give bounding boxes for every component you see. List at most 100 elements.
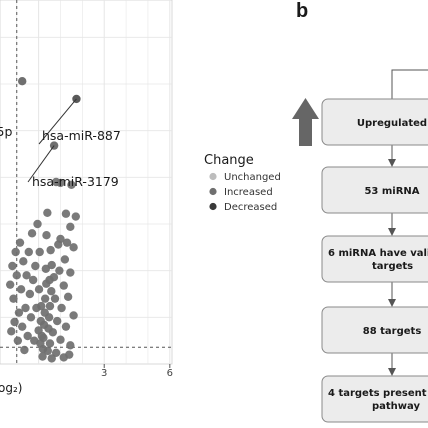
flow-step-label: 6 miRNA have valid	[328, 248, 428, 259]
leader-line	[27, 145, 55, 183]
up-arrow-icon	[292, 98, 319, 146]
plot-background	[0, 0, 173, 365]
data-point	[28, 275, 38, 285]
data-point	[59, 281, 68, 290]
point-labels: -5p hsa-miR-887 hsa-miR-3179	[0, 124, 121, 189]
flow-step-label: 88 targets	[363, 326, 422, 337]
data-point	[47, 354, 56, 363]
data-point	[71, 212, 80, 221]
data-point	[18, 322, 27, 331]
panel-b-label: b	[296, 0, 309, 22]
data-point	[65, 350, 74, 359]
data-point	[42, 279, 51, 288]
data-point	[5, 280, 15, 289]
flow-step-box: Upregulated	[321, 98, 428, 146]
data-point	[55, 266, 64, 275]
leader-line	[38, 98, 77, 145]
labeled-data-point	[18, 77, 27, 86]
legend-label: Increased	[224, 187, 273, 198]
data-points	[5, 77, 81, 363]
data-point	[54, 240, 63, 249]
data-point	[25, 289, 35, 299]
data-point	[69, 243, 78, 252]
flow-step-label: 53 miRNA	[364, 186, 419, 197]
data-point	[45, 301, 55, 311]
legend-label: Decreased	[224, 202, 277, 213]
data-point	[66, 268, 75, 277]
data-point	[53, 316, 62, 326]
data-point	[46, 245, 55, 255]
legend-swatch	[209, 172, 217, 181]
data-point	[34, 326, 43, 335]
legend-title: Change	[204, 153, 254, 168]
data-point	[66, 341, 75, 350]
data-point	[40, 294, 50, 303]
data-point	[61, 209, 71, 218]
flow-step-label: targets	[372, 261, 413, 272]
flow-step-box: 88 targets	[321, 306, 428, 354]
data-point	[10, 317, 19, 327]
x-axis-label: og₂)	[0, 381, 22, 395]
flow-step-label: Upregulated	[357, 118, 427, 129]
x-tick-label: 3	[101, 368, 107, 379]
flow-step-box: 6 miRNA have valid targets	[321, 235, 428, 283]
data-point	[7, 327, 16, 336]
legend: Change Unchanged Increased Decreased	[204, 153, 281, 213]
flow-step-label: pathway	[372, 401, 420, 412]
data-point	[26, 313, 36, 322]
data-point	[43, 208, 52, 217]
data-point	[14, 308, 24, 317]
data-point	[63, 292, 73, 301]
flowchart: Upregulated 53 miRNA 6 miRNA have valid tar…	[292, 69, 428, 423]
data-point	[32, 303, 41, 313]
data-point	[50, 294, 60, 303]
data-point	[36, 316, 45, 326]
point-label: -5p	[0, 124, 12, 139]
data-point	[56, 335, 65, 344]
point-label: hsa-miR-3179	[32, 174, 119, 189]
data-point	[38, 352, 47, 361]
data-point	[8, 261, 17, 271]
data-point	[31, 261, 40, 271]
data-point	[33, 219, 42, 229]
point-label: hsa-miR-887	[42, 128, 121, 143]
data-point	[57, 303, 66, 313]
data-point	[56, 178, 65, 188]
data-point	[15, 238, 25, 247]
data-point	[66, 222, 75, 231]
data-point	[62, 238, 72, 247]
data-point	[34, 285, 44, 294]
data-point	[23, 331, 32, 341]
data-point	[47, 287, 56, 296]
data-point	[11, 247, 20, 257]
legend-swatch	[209, 202, 217, 211]
flow-step-label: 4 targets present in	[328, 388, 428, 399]
label-leader-lines	[27, 98, 77, 183]
flow-step-box: 53 miRNA	[321, 166, 428, 214]
data-point	[20, 345, 29, 355]
data-point	[67, 180, 76, 189]
data-point	[60, 255, 70, 264]
data-point	[16, 285, 26, 294]
data-point	[22, 271, 31, 280]
data-point	[24, 247, 33, 257]
data-point	[61, 322, 71, 331]
data-point	[19, 257, 28, 266]
data-point	[21, 303, 30, 313]
legend-swatch	[209, 187, 217, 196]
data-point	[27, 229, 37, 238]
data-point	[42, 231, 51, 240]
legend-label: Unchanged	[224, 172, 281, 183]
data-point	[13, 336, 23, 345]
data-point	[12, 271, 21, 280]
data-point	[9, 294, 18, 303]
data-point	[69, 311, 78, 320]
data-point	[41, 264, 51, 273]
x-tick-label: 6	[167, 368, 173, 379]
flow-step-box: 4 targets present in pathway	[321, 375, 428, 423]
data-point	[40, 308, 49, 317]
data-point	[30, 336, 39, 345]
